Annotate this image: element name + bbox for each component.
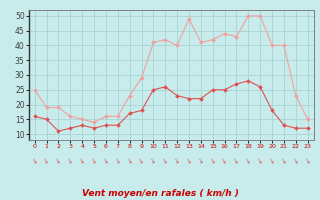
Text: ↓: ↓ bbox=[114, 157, 122, 165]
Text: ↓: ↓ bbox=[90, 157, 98, 165]
Text: ↓: ↓ bbox=[149, 157, 157, 165]
Text: ↓: ↓ bbox=[244, 157, 252, 165]
Text: ↓: ↓ bbox=[220, 157, 229, 165]
Text: ↓: ↓ bbox=[31, 157, 39, 165]
Text: ↓: ↓ bbox=[138, 157, 146, 165]
Text: ↓: ↓ bbox=[54, 157, 62, 165]
Text: ↓: ↓ bbox=[78, 157, 86, 165]
Text: ↓: ↓ bbox=[280, 157, 288, 165]
Text: ↓: ↓ bbox=[304, 157, 312, 165]
Text: ↓: ↓ bbox=[292, 157, 300, 165]
Text: ↓: ↓ bbox=[209, 157, 217, 165]
Text: ↓: ↓ bbox=[185, 157, 193, 165]
Text: ↓: ↓ bbox=[161, 157, 169, 165]
Text: ↓: ↓ bbox=[43, 157, 51, 165]
Text: Vent moyen/en rafales ( km/h ): Vent moyen/en rafales ( km/h ) bbox=[82, 189, 238, 198]
Text: ↓: ↓ bbox=[173, 157, 181, 165]
Text: ↓: ↓ bbox=[197, 157, 205, 165]
Text: ↓: ↓ bbox=[268, 157, 276, 165]
Text: ↓: ↓ bbox=[126, 157, 134, 165]
Text: ↓: ↓ bbox=[232, 157, 241, 165]
Text: ↓: ↓ bbox=[256, 157, 264, 165]
Text: ↓: ↓ bbox=[102, 157, 110, 165]
Text: ↓: ↓ bbox=[66, 157, 74, 165]
